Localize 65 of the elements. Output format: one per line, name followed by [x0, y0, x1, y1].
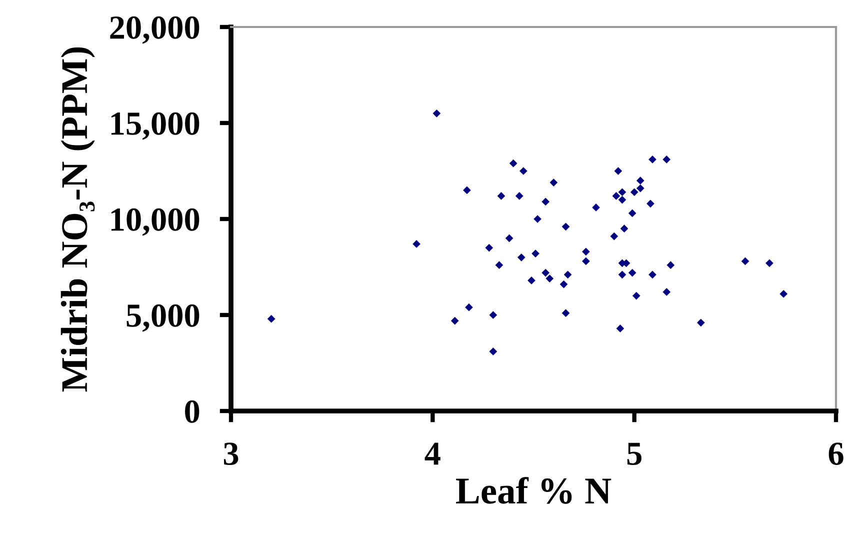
point — [562, 222, 570, 231]
point — [612, 192, 620, 200]
point — [550, 178, 558, 186]
point — [620, 224, 628, 233]
point — [509, 159, 518, 168]
point — [463, 186, 471, 194]
point — [582, 257, 590, 266]
point — [632, 292, 640, 300]
point — [412, 240, 420, 248]
point — [564, 270, 572, 279]
point — [636, 176, 644, 185]
point — [562, 309, 570, 318]
point — [630, 188, 638, 196]
point — [696, 318, 705, 327]
point — [495, 261, 504, 270]
point — [534, 215, 542, 223]
point — [628, 209, 636, 218]
point — [618, 270, 626, 279]
point — [662, 288, 671, 296]
point — [519, 167, 528, 175]
point — [618, 188, 626, 196]
point — [489, 348, 498, 356]
y-tick-label: 10,000 — [111, 208, 200, 236]
point — [542, 198, 550, 206]
point — [741, 257, 750, 266]
point — [610, 232, 618, 240]
point — [532, 250, 540, 258]
point — [646, 200, 654, 208]
point — [614, 167, 622, 175]
point — [582, 248, 590, 256]
point — [618, 196, 626, 204]
point — [648, 156, 656, 164]
point — [517, 253, 526, 262]
point — [542, 268, 550, 277]
point — [560, 280, 568, 288]
point — [766, 259, 774, 268]
y-axis-title: Midrib NO₃-N (PPM) — [60, 47, 95, 392]
point — [780, 290, 788, 298]
x-tick-label: 4 — [424, 442, 440, 465]
point — [592, 204, 600, 212]
point — [636, 184, 644, 192]
point — [662, 156, 671, 164]
point — [616, 324, 624, 332]
point — [546, 274, 554, 282]
point — [515, 192, 524, 200]
point — [489, 311, 498, 319]
y-tick-label: 20,000 — [110, 16, 200, 44]
point — [450, 316, 459, 325]
y-tick-label: 15,000 — [111, 112, 200, 140]
y-tick-label: 0 — [185, 400, 200, 423]
x-tick-label: 6 — [828, 442, 844, 466]
point — [648, 270, 656, 279]
x-axis-title: Leaf % N — [456, 476, 612, 504]
point — [267, 314, 276, 323]
point — [666, 261, 675, 270]
point — [528, 276, 536, 284]
point — [505, 234, 514, 242]
y-tick-label: 5,000 — [126, 304, 200, 332]
point — [628, 268, 636, 277]
point — [465, 303, 473, 312]
point — [432, 109, 441, 118]
point — [497, 192, 506, 200]
point — [485, 244, 494, 252]
x-tick-label: 3 — [224, 442, 238, 466]
x-tick-label: 5 — [627, 442, 642, 466]
